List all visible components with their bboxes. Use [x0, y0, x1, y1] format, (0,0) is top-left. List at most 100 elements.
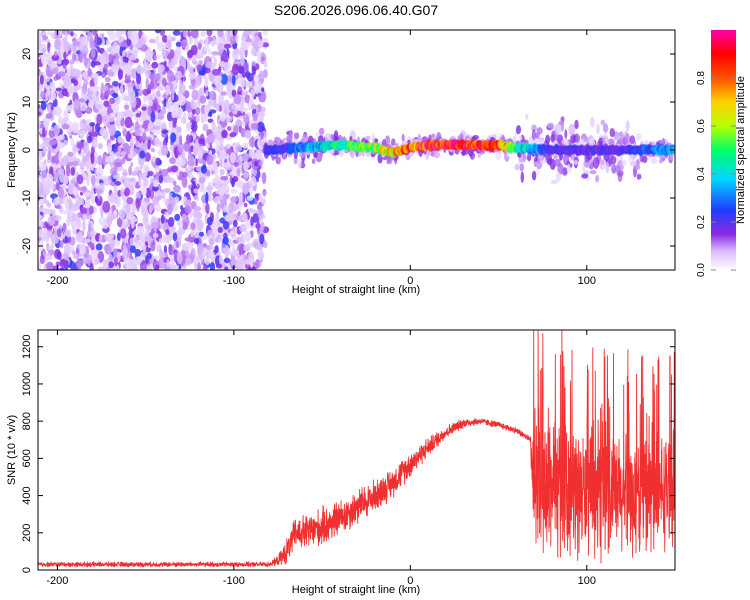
- noise-blob: [162, 77, 167, 87]
- noise-blob: [90, 194, 96, 204]
- halo-blob: [603, 132, 608, 138]
- noise-blob: [245, 38, 253, 43]
- noise-blob: [52, 109, 58, 116]
- noise-blob: [212, 101, 217, 109]
- noise-blob: [97, 154, 103, 166]
- noise-blob: [55, 261, 61, 267]
- halo-blob: [371, 132, 375, 144]
- colorbar-tick-label: 0.6: [696, 119, 707, 133]
- noise-blob: [256, 204, 263, 211]
- noise-blob: [198, 177, 206, 184]
- noise-blob: [119, 36, 123, 42]
- noise-blob: [223, 146, 228, 151]
- noise-blob: [128, 177, 136, 183]
- noise-blob: [90, 92, 97, 99]
- noise-blob: [109, 97, 115, 105]
- noise-blob: [88, 242, 95, 248]
- noise-blob: [207, 133, 216, 143]
- noise-blob: [65, 104, 70, 111]
- noise-blob: [138, 135, 143, 144]
- noise-blob: [172, 122, 177, 128]
- noise-blob: [261, 42, 270, 48]
- noise-blob: [83, 80, 89, 86]
- noise-blob: [202, 123, 209, 132]
- noise-blob: [184, 257, 192, 266]
- noise-blob: [46, 31, 52, 36]
- noise-blob: [120, 118, 125, 127]
- noise-blob: [110, 126, 115, 136]
- noise-blob: [226, 81, 232, 93]
- noise-blob: [164, 66, 170, 72]
- halo-blob: [602, 123, 609, 133]
- spectrogram-ylabel: Frequency (Hz): [6, 112, 18, 188]
- noise-blob: [205, 35, 209, 45]
- noise-blob: [39, 71, 43, 76]
- noise-blob: [207, 118, 214, 123]
- noise-blob: [46, 87, 51, 97]
- noise-blob: [116, 117, 121, 129]
- noise-blob: [78, 75, 83, 87]
- noise-blob: [206, 30, 213, 37]
- noise-blob: [169, 145, 173, 151]
- noise-blob: [158, 110, 164, 121]
- spectrogram-xlabel: Height of straight line (km): [292, 284, 420, 296]
- noise-blob: [173, 56, 178, 66]
- noise-blob: [82, 255, 89, 265]
- noise-blob: [38, 228, 43, 238]
- noise-blob: [197, 50, 203, 58]
- noise-blob: [98, 63, 104, 74]
- noise-blob: [60, 45, 65, 55]
- noise-blob: [82, 53, 87, 59]
- noise-blob: [254, 82, 260, 95]
- noise-blob: [215, 83, 220, 92]
- noise-blob: [251, 65, 256, 76]
- noise-blob: [244, 230, 252, 243]
- noise-blob: [97, 266, 105, 270]
- noise-blob: [163, 244, 167, 255]
- noise-blob: [38, 206, 44, 213]
- noise-blob: [73, 79, 79, 86]
- halo-blob: [596, 123, 600, 135]
- noise-blob: [40, 100, 47, 111]
- noise-blob: [243, 90, 249, 96]
- noise-blob: [262, 190, 266, 197]
- noise-blob: [197, 243, 204, 255]
- noise-blob: [138, 30, 143, 39]
- noise-blob: [167, 97, 172, 106]
- noise-blob: [161, 48, 166, 58]
- noise-blob: [202, 202, 206, 213]
- noise-blob: [114, 63, 120, 72]
- noise-blob: [253, 75, 260, 82]
- noise-blob: [45, 66, 51, 75]
- noise-blob: [177, 108, 182, 120]
- noise-blob: [187, 65, 194, 72]
- noise-blob: [153, 55, 157, 61]
- noise-blob: [191, 121, 198, 132]
- noise-blob: [85, 145, 89, 154]
- noise-blob: [185, 251, 189, 257]
- noise-blob: [248, 149, 254, 159]
- noise-blob: [65, 200, 69, 213]
- noise-blob: [233, 249, 240, 257]
- noise-blob: [90, 152, 95, 165]
- noise-blob: [219, 168, 225, 176]
- noise-blob: [113, 208, 118, 220]
- noise-blob: [154, 35, 160, 45]
- noise-blob: [122, 244, 127, 251]
- noise-blob: [143, 93, 147, 103]
- noise-blob: [135, 42, 143, 48]
- noise-blob: [122, 128, 128, 137]
- noise-blob: [208, 48, 212, 55]
- noise-blob: [143, 61, 150, 70]
- noise-blob: [120, 228, 127, 239]
- noise-blob: [75, 53, 79, 64]
- halo-blob: [525, 113, 529, 120]
- noise-blob: [216, 104, 220, 112]
- halo-blob: [313, 151, 318, 159]
- noise-blob: [127, 259, 135, 267]
- noise-blob: [145, 255, 149, 264]
- noise-blob: [139, 235, 146, 246]
- noise-blob: [57, 168, 64, 175]
- noise-blob: [216, 203, 221, 213]
